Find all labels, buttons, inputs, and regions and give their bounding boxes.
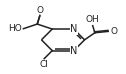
Text: OH: OH bbox=[86, 15, 100, 24]
Text: N: N bbox=[70, 24, 77, 34]
Text: Cl: Cl bbox=[39, 60, 48, 69]
Text: O: O bbox=[36, 6, 43, 15]
Text: O: O bbox=[110, 27, 117, 36]
Text: N: N bbox=[70, 46, 77, 56]
Text: HO: HO bbox=[8, 24, 22, 33]
